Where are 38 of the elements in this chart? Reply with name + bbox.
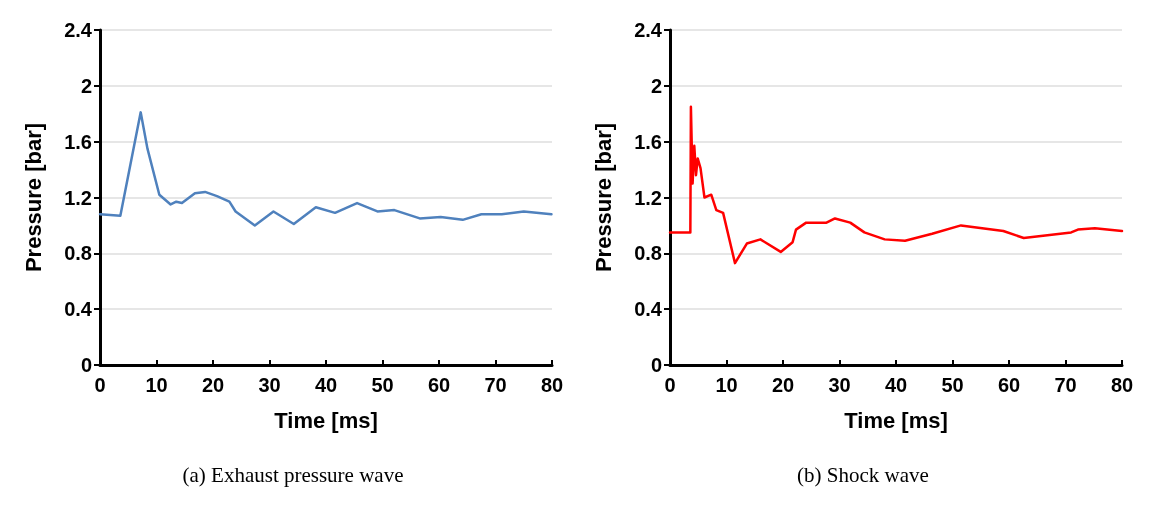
x-tick-label: 70 xyxy=(1054,374,1077,396)
x-tick-label: 30 xyxy=(828,374,851,396)
x-tick-label: 10 xyxy=(145,374,168,396)
y-tick-label: 0.4 xyxy=(634,298,663,321)
x-tick-label: 70 xyxy=(484,374,507,396)
x-tick-label: 50 xyxy=(371,374,394,396)
x-tick-label: 50 xyxy=(941,374,964,396)
x-tick-label: 60 xyxy=(997,374,1021,396)
y-tick-label: 1.6 xyxy=(64,130,92,153)
text: (a) Exhaust pressure wave xyxy=(182,462,404,487)
y-tick-label: 0 xyxy=(80,354,92,376)
x-tick-label: 20 xyxy=(771,374,795,396)
y-axis-title: Pressure [bar] xyxy=(590,122,616,273)
line-series xyxy=(98,111,553,227)
y-tick-label: 2 xyxy=(80,74,92,97)
x-tick-label: 10 xyxy=(715,374,738,396)
y-tick-label: 2 xyxy=(650,74,662,97)
y-axis-title: Pressure [bar] xyxy=(20,122,46,273)
text: (b) Shock wave xyxy=(797,462,929,487)
y-tick-label: 2.4 xyxy=(64,19,93,41)
y-tick-label: 0.4 xyxy=(64,298,93,321)
y-tick-label: 1.6 xyxy=(634,130,662,153)
x-tick-label: 80 xyxy=(1110,374,1134,396)
y-tick-label: 0.8 xyxy=(634,242,662,265)
x-tick-label: 40 xyxy=(884,374,908,396)
y-tick-label: 1.2 xyxy=(64,186,92,209)
x-tick-label: 30 xyxy=(258,374,281,396)
y-tick-label: 0 xyxy=(650,354,662,376)
y-tick-label: 2.4 xyxy=(634,19,663,41)
x-tick-label: 60 xyxy=(427,374,451,396)
x-axis-title: Time [ms] xyxy=(274,407,378,433)
x-tick-label: 80 xyxy=(540,374,564,396)
x-axis-title: Time [ms] xyxy=(844,407,948,433)
line-series xyxy=(668,105,1124,265)
y-tick-label: 0.8 xyxy=(64,242,92,265)
x-tick-label: 40 xyxy=(314,374,338,396)
x-tick-label: 20 xyxy=(201,374,225,396)
y-tick-label: 1.2 xyxy=(634,186,662,209)
